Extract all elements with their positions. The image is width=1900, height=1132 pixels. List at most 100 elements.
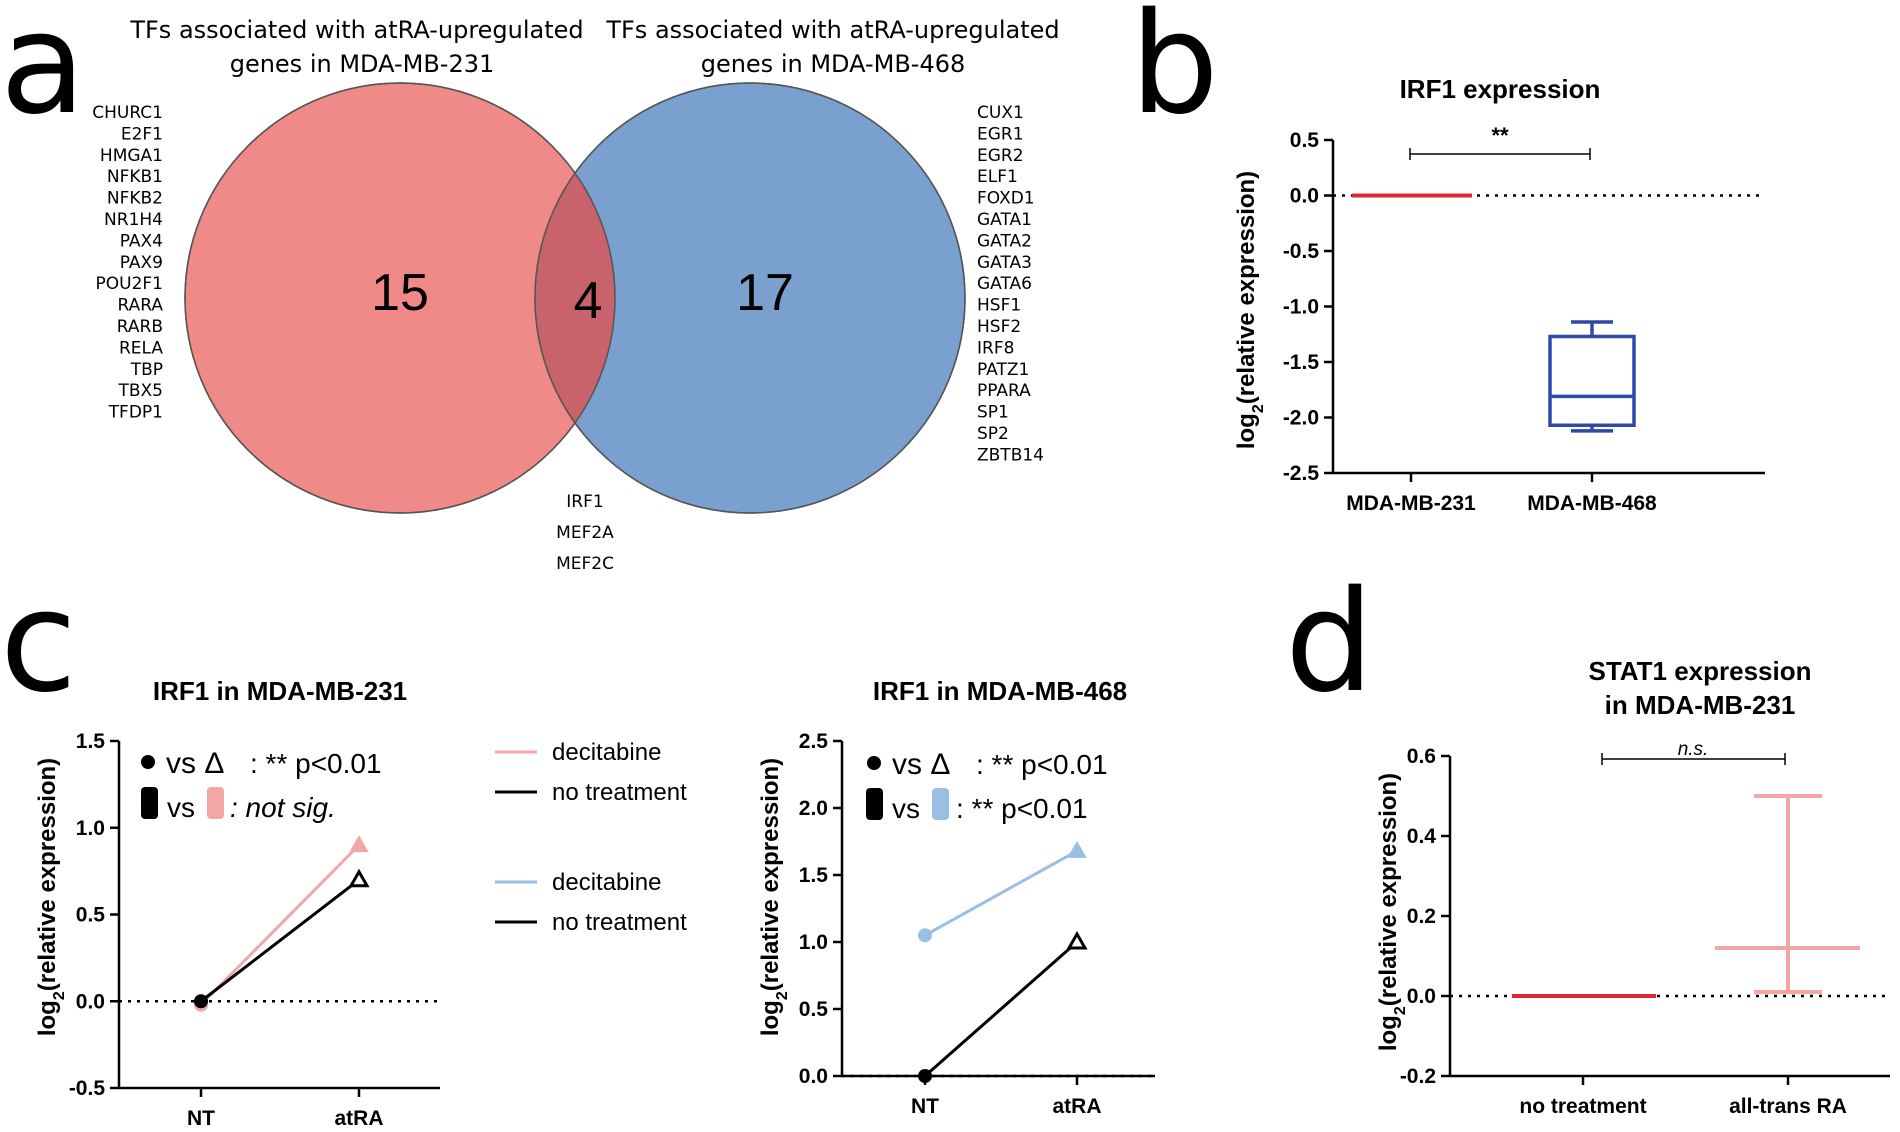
black-swatch bbox=[866, 788, 883, 820]
chart-b-y-tick-label: -2.0 bbox=[1283, 407, 1319, 430]
chart-c1-annotation: vs Δ : ** p<0.01 vs : not sig. bbox=[141, 747, 382, 823]
chart-d-y-tick-label: 0.6 bbox=[1407, 745, 1436, 768]
chart-c2-x-tick-label: NT bbox=[911, 1095, 939, 1118]
chart-d-y-tick-label: 0.4 bbox=[1407, 825, 1437, 848]
chart-c1-axes: 1.5 1.0 0.5 0.0 -0.5 NT atRA bbox=[69, 730, 440, 1130]
filled-circle-marker bbox=[141, 755, 155, 769]
chart-c2-x-tick-label: atRA bbox=[1052, 1095, 1101, 1118]
chart-c2-annot2-text: : ** p<0.01 bbox=[956, 793, 1088, 824]
gene-label-left: NR1H4 bbox=[104, 210, 163, 230]
chart-d-significance: n.s. bbox=[1678, 739, 1709, 760]
chart-d-y-tick-label: -0.2 bbox=[1400, 1065, 1436, 1088]
chart-c1-y-tick-label: 1.0 bbox=[76, 817, 105, 840]
gene-label-right: ZBTB14 bbox=[977, 445, 1044, 465]
chart-c2-y-tick-label: 1.0 bbox=[799, 931, 828, 954]
chart-b-ylabel: log2(relative expression) bbox=[1233, 171, 1267, 449]
blue-swatch bbox=[932, 788, 949, 820]
legend-label-decitabine-2: decitabine bbox=[552, 869, 661, 896]
chart-b-y-tick-label: 0.5 bbox=[1290, 129, 1320, 152]
legend-label-no-treatment-1: no treatment bbox=[552, 779, 687, 806]
chart-c2-axes: 2.5 2.0 1.5 1.0 0.5 0.0 NT atRA bbox=[799, 730, 1155, 1118]
chart-c1-annot2-text: : not sig. bbox=[230, 792, 336, 823]
gene-label-left: TBX5 bbox=[117, 381, 163, 401]
chart-stat1-expression: STAT1 expression in MDA-MB-231 log2(rela… bbox=[1375, 656, 1890, 1118]
chart-c1-y-tick-label: 0.5 bbox=[76, 904, 106, 927]
chart-c2-y-tick-label: 2.5 bbox=[799, 730, 829, 753]
gene-label-right: GATA2 bbox=[977, 231, 1032, 251]
chart-c1-annot1-prefix: vs Δ bbox=[166, 747, 224, 780]
panel-label-d: d bbox=[1285, 561, 1374, 724]
chart-c2-y-tick-label: 2.0 bbox=[799, 797, 828, 820]
gene-label-shared: IRF1 bbox=[566, 492, 603, 512]
chart-b-x-tick-label: MDA-MB-231 bbox=[1346, 492, 1476, 515]
chart-b-marks bbox=[1352, 148, 1636, 433]
chart-c2-marks bbox=[918, 840, 1088, 1083]
chart-c1-ylabel: log2(relative expression) bbox=[34, 758, 68, 1036]
chart-c1-y-tick-label: -0.5 bbox=[69, 1077, 106, 1100]
venn-right-title-line2: genes in MDA-MB-468 bbox=[701, 50, 966, 78]
chart-c1-point-no-treatment-nt bbox=[194, 994, 208, 1009]
chart-c1-point-no-treatment-atra bbox=[348, 868, 370, 888]
gene-label-right: EGR1 bbox=[977, 124, 1024, 144]
panel-label-c: c bbox=[0, 561, 77, 724]
chart-c1-y-tick-label: 1.5 bbox=[76, 730, 106, 753]
legend: decitabine no treatment decitabine no tr… bbox=[495, 739, 687, 936]
chart-irf1-mda-mb-231: IRF1 in MDA-MB-231 log2(relative express… bbox=[34, 676, 440, 1130]
chart-c2-y-tick-label: 1.5 bbox=[799, 864, 829, 887]
legend-label-decitabine-1: decitabine bbox=[552, 739, 661, 766]
black-swatch bbox=[141, 787, 158, 819]
chart-d-x-tick-label: no treatment bbox=[1519, 1095, 1646, 1118]
venn-left-gene-list: CHURC1E2F1HMGA1NFKB1NFKB2NR1H4PAX4PAX9PO… bbox=[92, 103, 163, 423]
gene-label-right: PPARA bbox=[977, 381, 1031, 401]
chart-c2-annotation: vs Δ : ** p<0.01 vs : ** p<0.01 bbox=[866, 748, 1108, 824]
chart-d-axes: 0.6 0.4 0.2 0.0 -0.2 no treatment all-trans RA bbox=[1400, 745, 1890, 1118]
chart-d-ylabel: log2(relative expression) bbox=[1375, 773, 1409, 1051]
gene-label-left: RELA bbox=[119, 338, 163, 358]
chart-d-marks bbox=[1512, 753, 1860, 998]
chart-d-y-tick-label: 0.2 bbox=[1407, 905, 1436, 928]
chart-b-x-tick-label: MDA-MB-468 bbox=[1527, 492, 1657, 515]
gene-label-left: RARA bbox=[117, 296, 163, 316]
gene-label-left: NFKB2 bbox=[107, 189, 163, 209]
gene-label-left: NFKB1 bbox=[107, 167, 163, 187]
box-468-iqr bbox=[1548, 334, 1636, 428]
gene-label-right: ELF1 bbox=[977, 167, 1018, 187]
chart-c1-annot1-text: : ** p<0.01 bbox=[250, 748, 382, 779]
gene-label-right: PATZ1 bbox=[977, 360, 1029, 380]
gene-label-left: PAX9 bbox=[120, 253, 163, 273]
gene-label-left: HMGA1 bbox=[100, 146, 163, 166]
chart-c2-y-tick-label: 0.0 bbox=[799, 1065, 828, 1088]
chart-c2-annot1-prefix: vs Δ bbox=[892, 748, 950, 781]
chart-c2-annot2-vs: vs bbox=[892, 793, 920, 824]
chart-c2-point-no-treatment-nt bbox=[918, 1069, 932, 1083]
chart-c1-x-tick-label: NT bbox=[187, 1107, 215, 1130]
chart-d-y-tick-label: 0.0 bbox=[1407, 985, 1436, 1008]
gene-label-left: TBP bbox=[130, 360, 163, 380]
gene-label-right: GATA1 bbox=[977, 210, 1032, 230]
gene-label-right: FOXD1 bbox=[977, 189, 1035, 209]
chart-irf1-expression: IRF1 expression log2(relative expression… bbox=[1233, 74, 1765, 515]
gene-label-right: IRF8 bbox=[977, 338, 1014, 358]
panel-label-a: a bbox=[0, 0, 86, 146]
panel-label-b: b bbox=[1130, 0, 1219, 146]
chart-c2-annot1-text: : ** p<0.01 bbox=[976, 749, 1108, 780]
venn-left-count: 15 bbox=[371, 264, 429, 322]
chart-c2-y-tick-label: 0.5 bbox=[799, 998, 829, 1021]
venn-shared-gene-list: IRF1 MEF2A MEF2C bbox=[556, 492, 614, 574]
chart-c2-point-decitabine-atra bbox=[1067, 840, 1087, 858]
chart-d-title-line2: in MDA-MB-231 bbox=[1605, 690, 1796, 720]
venn-left-outline bbox=[184, 82, 616, 514]
gene-label-right: HSF2 bbox=[977, 317, 1021, 337]
chart-c2-title: IRF1 in MDA-MB-468 bbox=[873, 676, 1127, 706]
chart-b-y-tick-label: -0.5 bbox=[1283, 240, 1320, 263]
gene-label-left: RARB bbox=[117, 317, 163, 337]
chart-irf1-mda-mb-468: IRF1 in MDA-MB-468 log2(relative express… bbox=[757, 676, 1155, 1118]
gene-label-right: SP2 bbox=[977, 424, 1009, 444]
venn-right-outline bbox=[534, 82, 966, 514]
gene-label-left: PAX4 bbox=[120, 231, 163, 251]
gene-label-left: CHURC1 bbox=[92, 103, 163, 123]
gene-label-left: TFDP1 bbox=[108, 403, 163, 423]
venn-left-title-line1: TFs associated with atRA-upregulated bbox=[129, 16, 583, 44]
chart-c1-marks bbox=[194, 835, 370, 1012]
gene-label-right: HSF1 bbox=[977, 296, 1021, 316]
